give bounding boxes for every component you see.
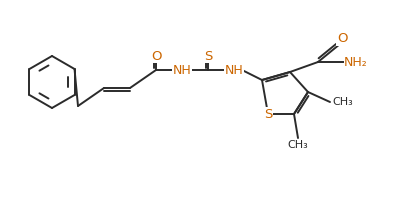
Text: S: S — [264, 108, 272, 120]
Text: NH: NH — [173, 64, 191, 76]
Text: NH: NH — [225, 64, 244, 76]
Text: CH₃: CH₃ — [332, 97, 353, 107]
Text: O: O — [337, 32, 347, 46]
Text: O: O — [151, 49, 161, 62]
Text: NH₂: NH₂ — [344, 55, 368, 68]
Text: S: S — [204, 49, 212, 62]
Text: CH₃: CH₃ — [288, 140, 308, 150]
